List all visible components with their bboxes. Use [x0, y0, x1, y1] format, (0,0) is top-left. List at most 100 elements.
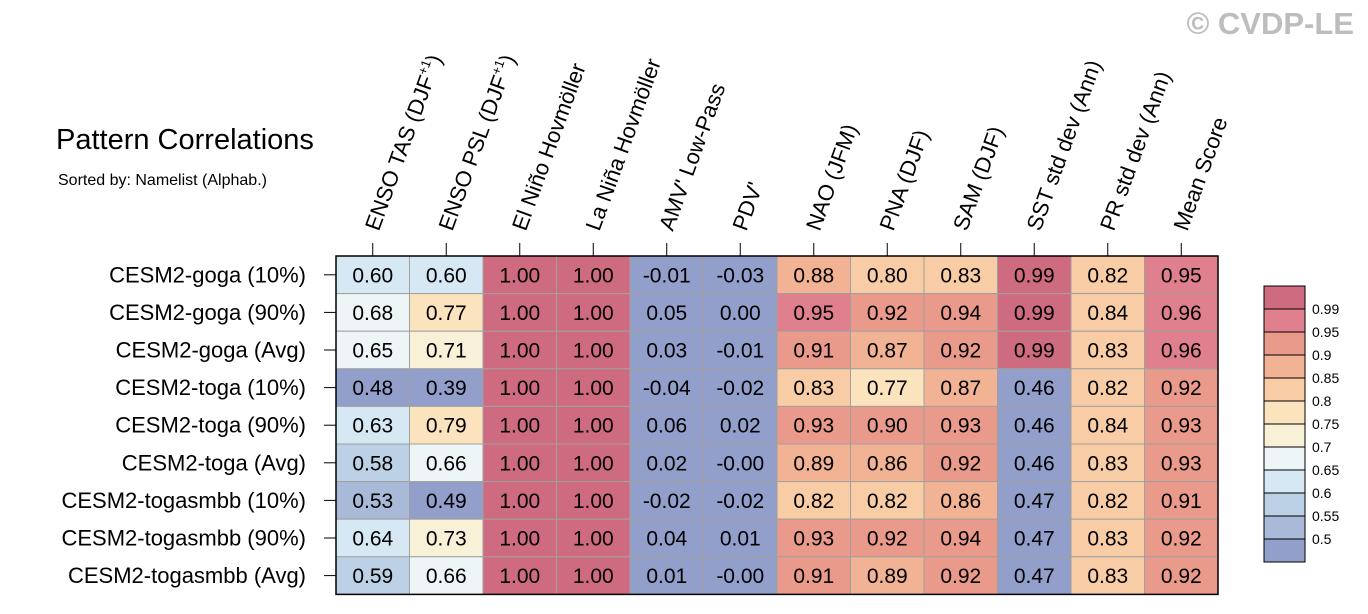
column-label-text: Mean Score: [1168, 114, 1232, 234]
cell-value-label: 1.00: [573, 340, 614, 363]
cell-value-label: 0.93: [1161, 452, 1202, 475]
heatmap-cell: [1144, 330, 1219, 370]
cell-value-label: 0.87: [940, 377, 981, 400]
cell-value-label: 0.60: [426, 264, 467, 287]
heatmap-cell: [1144, 481, 1219, 520]
cell-value-label: 0.92: [1161, 377, 1202, 400]
cell-value-label: 0.96: [1161, 340, 1202, 363]
cell-value-label: 0.82: [867, 490, 908, 513]
heatmap-cell: [997, 255, 1072, 295]
row-label: CESM2-goga (Avg): [116, 338, 306, 363]
chart-title: Pattern Correlations: [56, 124, 314, 156]
cell-value-label: 0.83: [1087, 452, 1128, 475]
colorbar-swatch: [1264, 539, 1305, 562]
cell-value-label: 0.39: [426, 377, 467, 400]
heatmap-cell: [482, 556, 557, 595]
heatmap-cell: [776, 556, 851, 595]
cell-value-label: -0.01: [643, 264, 691, 287]
cell-value-label: 0.47: [1014, 565, 1055, 588]
cell-value-label: 0.01: [720, 528, 761, 551]
heatmap-cell: [629, 330, 704, 370]
cell-value-label: 0.92: [940, 565, 981, 588]
heatmap-cell: [556, 368, 631, 407]
cell-value-label: 1.00: [499, 415, 540, 438]
heatmap-cell: [629, 518, 704, 558]
heatmap-cell: [776, 293, 851, 332]
heatmap-cell: [850, 443, 925, 483]
row-labels: CESM2-goga (10%) CESM2-goga (90%) CESM2-go…: [61, 262, 336, 588]
cell-value-label: 0.00: [720, 302, 761, 325]
cell-value-label: 0.82: [793, 490, 834, 513]
colorbar-label: 0.65: [1312, 462, 1339, 478]
row-label: CESM2-togasmbb (Avg): [68, 563, 306, 588]
heatmap-cell: [1144, 255, 1219, 295]
column-label: SST std dev (Ann): [1021, 57, 1106, 234]
cell-value-label: 0.46: [1014, 452, 1055, 475]
heatmap-cell: [335, 518, 410, 558]
cell-value-label: 0.82: [1087, 264, 1128, 287]
row-label: CESM2-toga (Avg): [122, 450, 306, 475]
colorbar-label: 0.55: [1312, 508, 1339, 524]
cell-value-label: 0.86: [940, 490, 981, 513]
colorbar-swatch: [1264, 401, 1305, 424]
cell-value-label: 0.82: [1087, 377, 1128, 400]
heatmap-cell: [556, 481, 631, 520]
copyright-watermark: © CVDP-LE: [1186, 6, 1354, 41]
cell-value-label: 0.92: [867, 528, 908, 551]
heatmap-cell: [335, 405, 410, 445]
heatmap-cell: [923, 443, 998, 483]
cell-value-label: 0.77: [426, 302, 467, 325]
cell-value-label: 0.92: [1161, 528, 1202, 551]
cell-value-label: 0.46: [1014, 377, 1055, 400]
heatmap-cell: [776, 405, 851, 445]
cell-value-label: 0.04: [646, 528, 687, 551]
colorbar-label: 0.99: [1312, 301, 1339, 317]
cell-value-label: 1.00: [573, 264, 614, 287]
heatmap-cell: [703, 556, 778, 595]
cell-value-label: 1.00: [499, 302, 540, 325]
cell-value-label: 0.86: [867, 452, 908, 475]
heatmap-cell: [482, 368, 557, 407]
heatmap-cell: [556, 518, 631, 558]
cell-value-label: 0.91: [793, 565, 834, 588]
cell-value-label: 0.99: [1014, 264, 1055, 287]
colorbar-swatch: [1264, 424, 1305, 447]
cell-value-label: 1.00: [499, 264, 540, 287]
heatmap-cell: [629, 405, 704, 445]
colorbar-swatch: [1264, 470, 1305, 493]
colorbar: 0.5 0.55 0.6 0.65 0.7 0.75 0.8 0.85 0.9 0.95 0.99: [1263, 285, 1339, 563]
colorbar-label: 0.6: [1312, 485, 1332, 501]
column-label: SAM (DJF): [948, 123, 1009, 234]
cell-value-label: 1.00: [573, 490, 614, 513]
column-label: La Niña Hovmöller: [580, 55, 665, 234]
row-label: CESM2-toga (10%): [115, 375, 306, 400]
row-label: CESM2-goga (10%): [109, 262, 306, 287]
cell-value-label: 0.02: [646, 452, 687, 475]
heatmap-cell: [556, 556, 631, 595]
cell-value-label: 0.99: [1014, 302, 1055, 325]
cell-value-label: 0.92: [1161, 565, 1202, 588]
column-label: ENSO TAS (DJF+1): [359, 51, 447, 234]
heatmap-cell: [335, 255, 410, 295]
heatmap-values: 0.60 0.60 1.00 1.00 -0.01 -0.03 0.88 0.80 0.83 0.…: [352, 264, 1201, 588]
column-label-text: PR std dev (Ann): [1095, 68, 1176, 234]
heatmap-cell: [703, 368, 778, 407]
colorbar-label: 0.95: [1312, 324, 1339, 340]
cell-value-label: 0.83: [1087, 528, 1128, 551]
column-label: El Niño Hovmöller: [507, 60, 591, 234]
column-label: PR std dev (Ann): [1095, 68, 1176, 234]
cell-value-label: 0.89: [867, 565, 908, 588]
cell-value-label: 0.59: [352, 565, 393, 588]
column-label-text: SAM (DJF): [948, 123, 1009, 234]
heatmap-cell: [776, 330, 851, 370]
cell-value-label: 0.83: [793, 377, 834, 400]
heatmap-cell: [1144, 368, 1219, 407]
cell-value-label: 0.87: [867, 340, 908, 363]
heatmap-cell: [703, 255, 778, 295]
cell-value-label: 0.73: [426, 528, 467, 551]
cell-value-label: -0.02: [716, 490, 764, 513]
cell-value-label: -0.00: [716, 565, 764, 588]
cell-value-label: 0.05: [646, 302, 687, 325]
heatmap-cell: [335, 481, 410, 520]
